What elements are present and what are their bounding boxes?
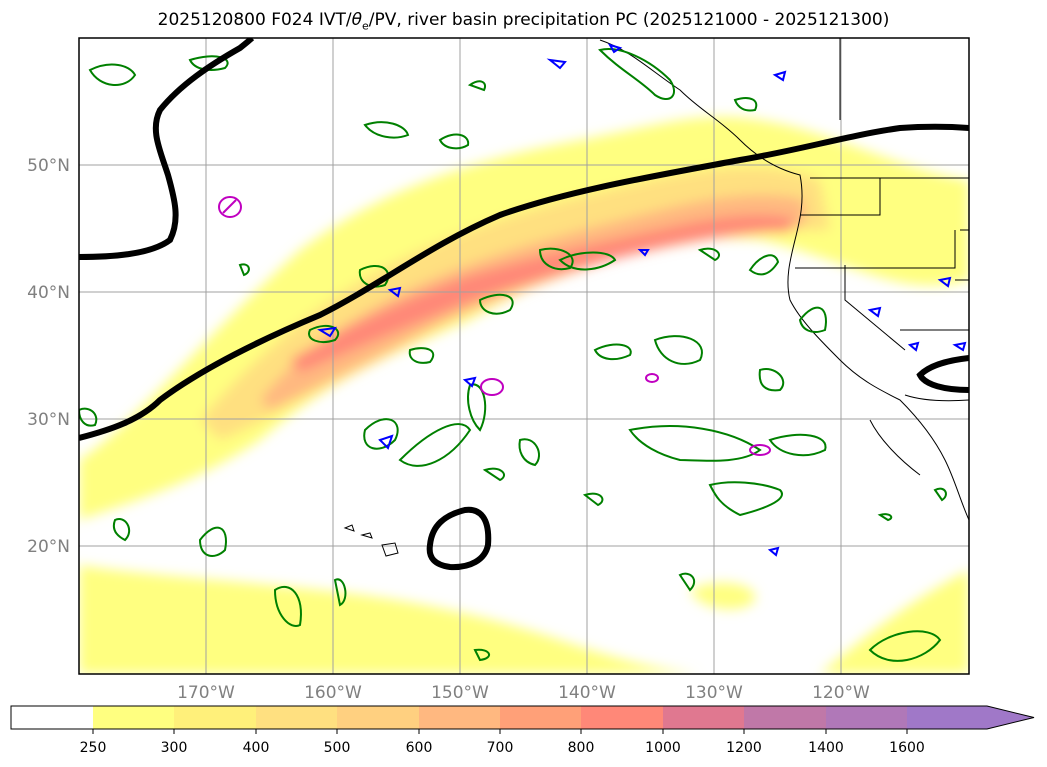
coastline <box>599 38 969 521</box>
theta-subscript: e <box>362 19 369 33</box>
colorbar-label-600: 600 <box>406 740 433 756</box>
colorbar-segment-400 <box>256 706 337 729</box>
lat-tick-30n: 30°N <box>27 410 70 430</box>
colorbar-segment-1000 <box>663 706 744 729</box>
pv-contour-east <box>916 355 969 393</box>
colorbar-extend-arrow <box>907 706 1034 729</box>
colorbar-label-1000: 1000 <box>645 740 681 756</box>
colorbar-segment-800 <box>581 706 663 729</box>
map-panel <box>79 38 969 674</box>
colorbar-label-800: 800 <box>568 740 595 756</box>
lon-tick-140w: 140°W <box>558 683 616 703</box>
lon-tick-170w: 170°W <box>177 683 235 703</box>
lat-tick-50n: 50°N <box>27 156 70 176</box>
hawaii-islands <box>343 524 399 557</box>
ivt-band-south <box>79 565 700 674</box>
precip-blue-contours <box>317 43 967 557</box>
colorbar-outline <box>10 705 1035 730</box>
pv-contour-northwest <box>79 38 255 260</box>
theta-e-contours <box>79 48 947 662</box>
map-frame <box>78 37 970 675</box>
gridlines <box>79 38 969 674</box>
lat-tick-40n: 40°N <box>27 283 70 303</box>
colorbar-ticks <box>92 729 908 734</box>
colorbar-label-1200: 1200 <box>726 740 762 756</box>
lon-tick-120w: 120°W <box>812 683 870 703</box>
lat-tick-20n: 20°N <box>27 537 70 557</box>
lon-tick-130w: 130°W <box>685 683 743 703</box>
pv-contour-ring <box>426 506 492 571</box>
colorbar-segment-700 <box>500 706 581 729</box>
colorbar-label-250: 250 <box>80 740 107 756</box>
colorbar-label-1600: 1600 <box>889 740 925 756</box>
colorbar-label-700: 700 <box>487 740 514 756</box>
pv-contours <box>79 38 969 571</box>
colorbar-segment-500 <box>337 706 419 729</box>
ivt-band-south-patch <box>690 582 756 610</box>
ivt-band-800 <box>290 215 795 372</box>
colorbar-segment-below <box>11 706 93 729</box>
colorbar-segment-1400 <box>826 706 907 729</box>
lon-tick-labels: 170°W 160°W 150°W 140°W 130°W 120°W <box>177 683 870 703</box>
magenta-contours <box>218 196 771 456</box>
colorbar-segment-300 <box>174 706 256 729</box>
colorbar-label-400: 400 <box>243 740 270 756</box>
lon-tick-150w: 150°W <box>431 683 489 703</box>
colorbar: 250 300 400 500 600 700 800 1000 1200 14… <box>10 705 1035 756</box>
colorbar-label-500: 500 <box>324 740 351 756</box>
pv-contour-main <box>79 123 969 441</box>
lat-tick-labels: 20°N 30°N 40°N 50°N <box>27 156 70 557</box>
colorbar-segment-250 <box>93 706 174 729</box>
colorbar-label-300: 300 <box>161 740 188 756</box>
colorbar-segment-600 <box>419 706 500 729</box>
colorbar-segment-1200 <box>744 706 826 729</box>
colorbar-label-1400: 1400 <box>808 740 844 756</box>
theta-symbol: θ <box>351 10 362 30</box>
lon-tick-160w: 160°W <box>304 683 362 703</box>
figure-title: 2025120800 F024 IVT/θe/PV, river basin p… <box>157 10 890 33</box>
